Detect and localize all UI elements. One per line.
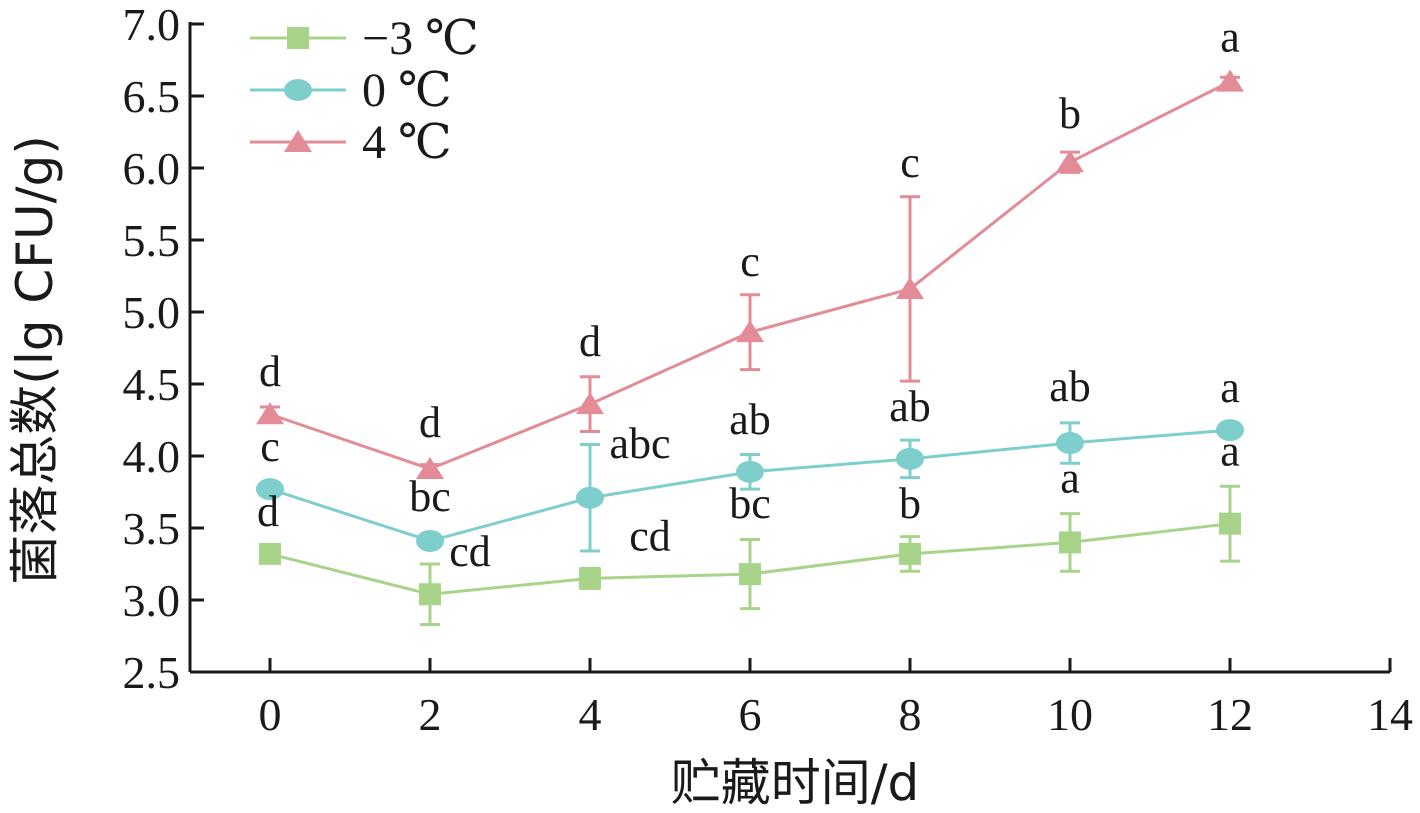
significance-label: c [740,237,760,286]
data-point [1216,419,1244,442]
data-point [1059,531,1081,554]
y-tick-label: 5.5 [123,215,181,266]
significance-label: a [1060,453,1080,502]
significance-label: cd [629,511,671,560]
legend-label: 4 ℃ [362,116,452,169]
data-point [896,276,924,299]
legend-marker [287,27,309,49]
significance-label: d [579,317,601,366]
y-tick-label: 7.0 [123,0,181,50]
data-point [579,567,601,590]
data-point [416,529,444,552]
data-point [1056,432,1084,455]
series-markers [256,69,1244,606]
x-tick-label: 8 [899,689,922,740]
x-tick-label: 10 [1047,689,1093,740]
y-tick-label: 2.5 [123,647,181,698]
significance-label: c [260,422,280,471]
x-tick-label: 12 [1207,689,1253,740]
data-point [899,542,921,565]
significance-label: d [257,487,279,536]
y-tick-label: 5.0 [123,287,181,338]
significance-label: abc [609,419,670,468]
legend-marker [284,79,312,101]
data-point [256,402,284,425]
data-point [576,392,604,415]
x-tick-label: 14 [1367,689,1413,740]
data-point [1216,69,1244,92]
significance-label: ab [729,395,771,444]
significance-label: a [1220,363,1240,412]
legend-marker [284,130,312,152]
data-point [416,456,444,479]
y-tick-label: 6.5 [123,71,181,122]
significance-label: bc [409,472,451,521]
y-axis-title: 菌落总数(lg CFU/g) [6,135,64,584]
legend-label: −3 ℃ [362,12,479,65]
significance-label: bc [729,479,771,528]
significance-label: d [419,398,441,447]
y-tick-label: 4.0 [123,431,181,482]
x-tick-label: 2 [419,689,442,740]
data-point [1219,512,1241,535]
significance-label: a [1220,13,1240,62]
significance-label: b [899,479,921,528]
significance-label: ab [1049,362,1091,411]
x-axis-title: 贮藏时间/d [671,754,920,812]
x-tick-label: 0 [259,689,282,740]
data-point [736,460,764,483]
significance-label: b [1059,89,1081,138]
x-tick-label: 4 [579,689,602,740]
data-point [896,447,924,470]
data-point [419,583,441,606]
significance-label: c [900,138,920,187]
significance-label: cd [449,527,491,576]
legend: −3 ℃0 ℃4 ℃ [250,12,479,169]
significance-label: ab [889,382,931,431]
x-tick-label: 6 [739,689,762,740]
significance-label: a [1220,427,1240,476]
significance-label: d [259,347,281,396]
data-point [256,478,284,501]
data-point [739,563,761,586]
y-tick-label: 6.0 [123,143,181,194]
axes: 0 2 4 6 8 10 12 14 2.5 3.0 3.5 4.0 4.5 5.0 5.5 6.0 6.5 7.… [123,0,1414,740]
data-point [259,542,281,565]
data-point [1056,150,1084,173]
data-point [576,486,604,509]
y-tick-label: 4.5 [123,359,181,410]
legend-label: 0 ℃ [362,64,452,117]
y-tick-label: 3.0 [123,575,181,626]
y-tick-label: 3.5 [123,503,181,554]
data-point [736,320,764,343]
